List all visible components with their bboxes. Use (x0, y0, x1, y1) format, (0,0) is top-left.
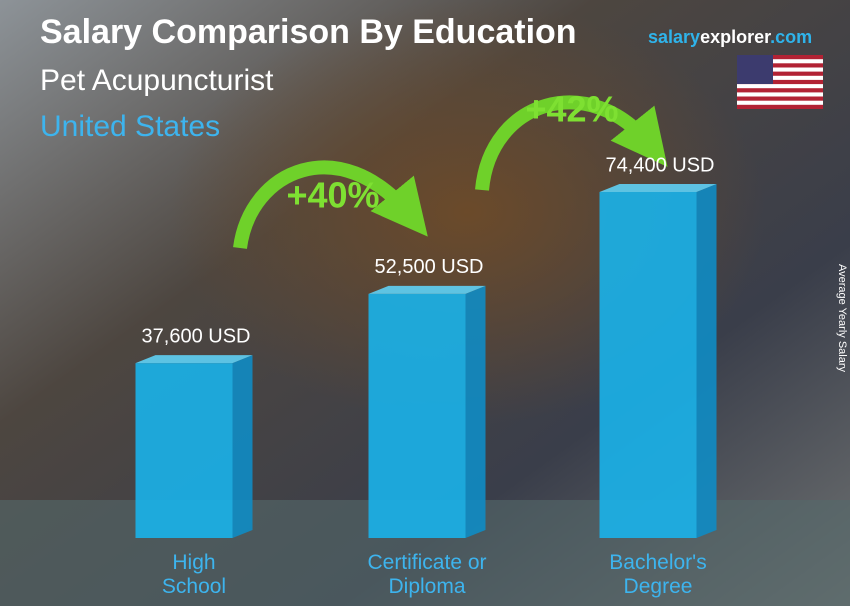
bar (135, 355, 253, 538)
bar (599, 184, 717, 538)
bar-top (368, 285, 486, 294)
bar-front (368, 293, 466, 538)
change-arrow (475, 95, 668, 191)
value-label: 52,500 USD (375, 256, 484, 278)
x-tick-label: Bachelor's Degree (609, 551, 706, 598)
brand-explorer: explorer (700, 27, 771, 47)
change-label: +40% (286, 175, 379, 216)
location: United States (40, 110, 220, 143)
change-arrow (233, 160, 428, 250)
change-label: +42% (525, 89, 618, 130)
brand-salary: salary (648, 27, 700, 47)
bar-front (599, 192, 697, 538)
chart-title: Salary Comparison By Education (40, 13, 577, 51)
brand: salaryexplorer.com (648, 27, 812, 47)
subtitle: Pet Acupuncturist (40, 64, 274, 97)
x-tick-label: Certificate or Diploma (367, 551, 486, 598)
bar-top (135, 355, 253, 364)
brand-com: .com (770, 27, 812, 47)
bar-side (696, 184, 717, 538)
bar-side (465, 285, 486, 538)
x-tick-label: High School (162, 551, 226, 598)
flag (737, 55, 823, 109)
bar (368, 285, 486, 538)
y-axis-label: Average Yearly Salary (836, 264, 848, 373)
bar-side (232, 355, 253, 538)
value-label: 74,400 USD (606, 154, 715, 176)
bar-top (599, 184, 717, 192)
bar-front (135, 363, 233, 538)
value-label: 37,600 USD (142, 325, 251, 347)
